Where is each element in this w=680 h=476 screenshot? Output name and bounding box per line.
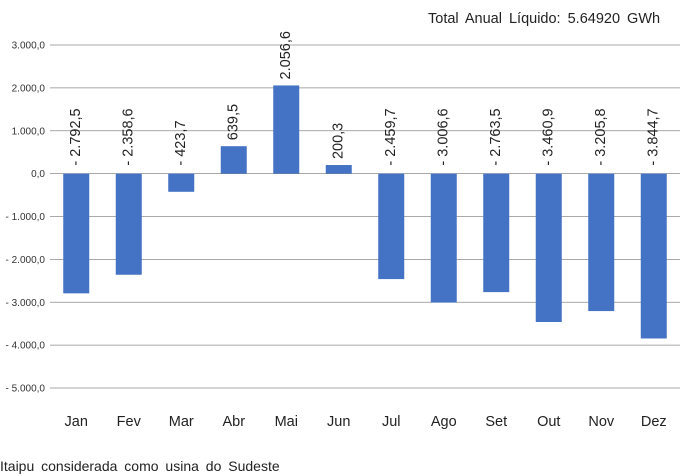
bar — [168, 173, 195, 192]
data-label: 639,5 — [226, 104, 242, 140]
data-label: - 423,7 — [173, 120, 189, 165]
y-tick-label: - 1.000,0 — [6, 212, 46, 223]
data-label: - 2.459,7 — [383, 108, 399, 165]
data-label: - 3.844,7 — [646, 108, 662, 165]
data-label: - 3.460,9 — [541, 108, 557, 165]
bar — [325, 165, 352, 174]
y-tick-label: - 5.000,0 — [6, 384, 46, 395]
bar — [588, 173, 615, 312]
bar — [535, 173, 562, 323]
x-tick-label: Dez — [641, 414, 667, 430]
bar — [640, 173, 667, 339]
y-tick-label: - 4.000,0 — [6, 341, 46, 352]
bar — [430, 173, 457, 303]
data-label: - 3.205,8 — [593, 108, 609, 165]
x-tick-label: Fev — [117, 414, 142, 430]
y-tick-label: 3.000,0 — [12, 41, 46, 52]
y-tick-label: 0,0 — [31, 169, 45, 180]
x-tick-label: Mai — [275, 414, 298, 430]
x-tick-label: Jan — [65, 414, 88, 430]
y-tick-label: - 2.000,0 — [6, 255, 46, 266]
bar — [273, 85, 300, 174]
x-tick-label: Nov — [588, 414, 615, 430]
data-label: - 2.763,5 — [488, 108, 504, 165]
x-tick-label: Jul — [382, 414, 401, 430]
x-tick-label: Mar — [169, 414, 194, 430]
x-tick-label: Out — [537, 414, 560, 430]
x-tick-label: Ago — [431, 414, 457, 430]
x-tick-label: Abr — [222, 414, 245, 430]
x-tick-label: Set — [485, 414, 507, 430]
bar — [220, 146, 247, 174]
x-tick-label: Jun — [327, 414, 350, 430]
bar — [63, 173, 90, 294]
chart-footnote: Itaipu considerada como usina do Sudeste — [0, 458, 280, 474]
total-annotation: Total Anual Líquido: 5.64920 GWh — [428, 11, 661, 27]
bar — [115, 173, 142, 275]
data-label: 2.056,6 — [278, 31, 294, 79]
y-tick-label: 1.000,0 — [12, 126, 46, 137]
bar — [378, 173, 405, 280]
data-label: - 2.358,6 — [121, 108, 137, 165]
y-tick-label: 2.000,0 — [12, 83, 46, 94]
data-label: 200,3 — [331, 123, 347, 159]
data-label: - 3.006,6 — [436, 108, 452, 165]
bar — [483, 173, 510, 293]
data-label: - 2.792,5 — [68, 108, 84, 165]
y-tick-label: - 3.000,0 — [6, 298, 46, 309]
